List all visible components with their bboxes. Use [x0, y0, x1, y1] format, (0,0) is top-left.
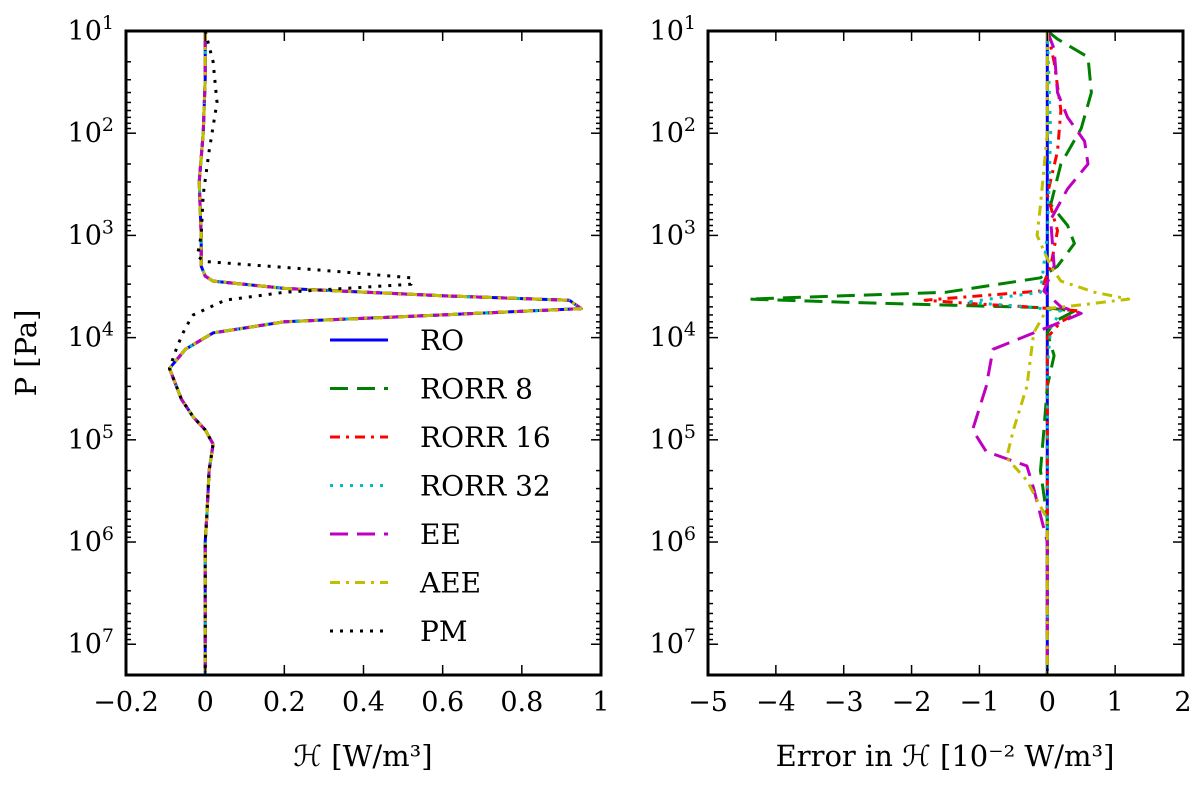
right-ticks-group: −5 −4 −3 −2 −1 0 1 2 101 102 103 104 105 106 107: [650, 12, 1192, 718]
left-series-group: [168, 31, 583, 675]
left-x-axis-label: ℋ [W/m³]: [293, 739, 432, 773]
right-series-line-rorr-16: [923, 31, 1083, 675]
left-chart-panel: −0.2 0 0.2 0.4 0.6 0.8 1101102103104105106107 …: [9, 12, 610, 773]
legend-label-rorr-32: RORR 32: [420, 470, 551, 503]
right-y-tick-label: 105: [650, 421, 696, 456]
right-y-tick-label: 107: [650, 625, 696, 660]
right-x-tick-label: −4: [756, 687, 796, 718]
right-x-tick-label: 2: [1174, 687, 1191, 718]
left-series-line-rorr-16: [168, 31, 583, 675]
legend-label-aee: AEE: [419, 567, 481, 600]
right-series-line-rorr-8: [747, 31, 1093, 675]
left-ticks-group: −0.2 0 0.2 0.4 0.6 0.8 1 101 102 103 104 105 106 107: [68, 12, 610, 718]
left-y-tick-label: 102: [68, 114, 114, 149]
left-x-tick-label: 0.8: [500, 687, 543, 718]
right-chart-panel: −5 −4 −3 −2 −1 0 1 2 101 102 103 104 105 106 107 Error…: [650, 12, 1192, 773]
left-x-tick-label: 0.6: [421, 687, 464, 718]
right-plot-frame: [706, 29, 1185, 677]
right-x-tick-label: −5: [688, 687, 728, 718]
right-series-group: [747, 31, 1131, 675]
right-y-tick-label: 101: [650, 12, 696, 47]
left-y-tick-label: 107: [68, 625, 114, 660]
left-x-tick-label: 0.4: [342, 687, 385, 718]
left-x-tick-label: 0.2: [263, 687, 306, 718]
left-x-tick-label: −0.2: [93, 687, 159, 718]
left-plot-frame: [124, 29, 603, 677]
left-y-tick-label: 103: [68, 216, 114, 251]
right-series-line-rorr-32: [964, 31, 1063, 675]
left-x-tick-label: 0: [197, 687, 214, 718]
left-y-axis-label: P [Pa]: [9, 310, 43, 397]
right-y-tick-label: 106: [650, 523, 696, 558]
right-y-tick-label: 103: [650, 216, 696, 251]
legend-label-rorr-8: RORR 8: [420, 373, 533, 406]
right-y-tick-label: 104: [650, 319, 696, 354]
left-series-line-rorr-32: [168, 31, 583, 675]
left-y-tick-label: 106: [68, 523, 114, 558]
legend-label-rorr-16: RORR 16: [420, 421, 551, 454]
right-x-tick-label: −2: [892, 687, 932, 718]
left-y-tick-label: 104: [68, 319, 114, 354]
left-series-line-aee: [168, 31, 583, 675]
right-x-tick-label: −1: [960, 687, 1000, 718]
right-x-tick-label: −3: [824, 687, 864, 718]
legend: RO RORR 8 RORR 16 RORR 32 EE AEE PM: [330, 324, 551, 648]
left-series-line-ro: [168, 31, 583, 675]
right-x-tick-label: 1: [1107, 687, 1124, 718]
left-y-tick-label: 105: [68, 421, 114, 456]
right-x-tick-label: 0: [1039, 687, 1056, 718]
legend-label-pm: PM: [420, 615, 468, 648]
left-x-tick-label: 1: [592, 687, 609, 718]
right-series-line-aee: [1005, 31, 1131, 675]
left-y-tick-label: 101: [68, 12, 114, 47]
legend-label-ee: EE: [420, 518, 461, 551]
right-x-axis-label: Error in ℋ [10⁻² W/m³]: [776, 739, 1115, 773]
left-series-line-ee: [168, 31, 583, 675]
right-series-line-ee: [971, 31, 1090, 675]
right-y-tick-label: 102: [650, 114, 696, 149]
left-series-line-rorr-8: [168, 31, 583, 675]
legend-label-ro: RO: [420, 324, 464, 357]
